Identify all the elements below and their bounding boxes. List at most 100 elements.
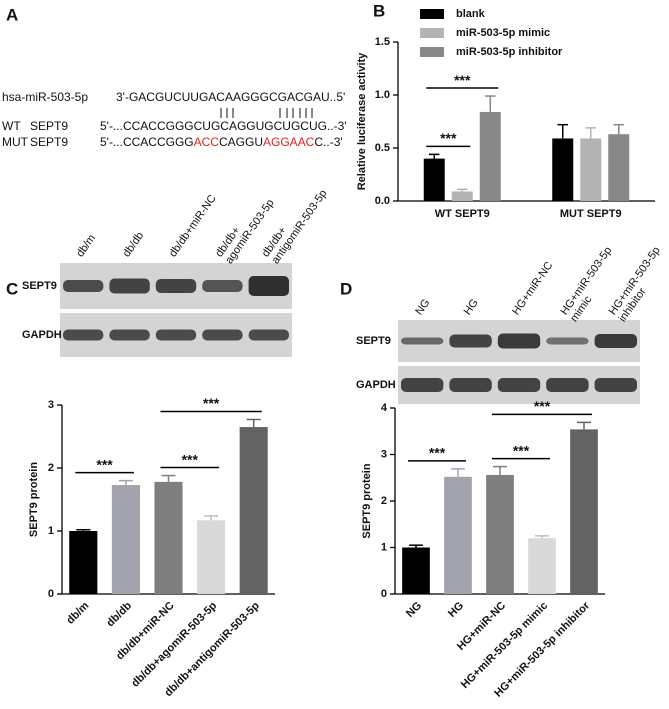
blot-band <box>401 337 444 345</box>
y-tick-label: 0.0 <box>375 195 390 207</box>
blot-row-label: GAPDH <box>356 379 396 391</box>
pairing-lines <box>220 108 313 118</box>
blot-band <box>497 333 541 349</box>
error-bar <box>451 468 465 477</box>
blot-band <box>109 329 150 341</box>
y-tick-label: 3 <box>48 399 54 411</box>
x-tick-label: HG+miR-503-5p mimic <box>459 600 550 691</box>
blot-row-label: SEPT9 <box>22 280 57 292</box>
x-tick-label: WT SEPT9 <box>435 208 490 220</box>
blot-band <box>63 329 104 341</box>
legend-swatch <box>420 9 444 19</box>
sequence-part: ACC <box>194 135 220 149</box>
y-axis-label: SEPT9 protein <box>361 463 373 538</box>
y-axis-label: SEPT9 protein <box>28 462 40 537</box>
mirna-name: hsa-miR-503-5p <box>2 90 88 104</box>
error-bar <box>535 535 549 539</box>
error-bar <box>577 421 591 430</box>
bar <box>528 538 556 594</box>
blot-band <box>449 378 492 392</box>
legend-swatch <box>420 28 444 38</box>
x-tick-label: db/m <box>64 600 91 627</box>
blot-band <box>63 280 104 292</box>
blot-band <box>594 334 637 348</box>
mut-label: MUT <box>2 135 29 149</box>
significance-label: *** <box>182 451 199 467</box>
wt-sequence: 5'-...CCACCGGGCUGCAGGUGCUGCUG..-3' <box>100 119 347 133</box>
blot-band <box>109 278 150 294</box>
bar <box>154 481 183 594</box>
x-tick-label: HG <box>446 600 466 620</box>
significance-label: *** <box>454 72 471 88</box>
blot-band <box>594 378 637 392</box>
y-tick-label: 2 <box>48 462 54 474</box>
error-bar <box>161 474 176 482</box>
significance-label: *** <box>513 442 530 458</box>
blot-lane-label: HG <box>462 297 481 317</box>
blot-row-label: SEPT9 <box>356 335 391 347</box>
bar <box>486 474 514 594</box>
error-bar <box>409 544 423 548</box>
error-bar <box>429 153 440 159</box>
significance-label: *** <box>96 456 113 472</box>
blot-lane-label: db/db <box>121 230 147 259</box>
legend-swatch <box>420 47 444 57</box>
y-axis-label: Relative luciferase activity <box>356 52 368 190</box>
bar <box>111 485 140 594</box>
blot-lane-label: NG <box>413 297 432 317</box>
wt-gene: SEPT9 <box>30 119 68 133</box>
blot-band <box>155 329 197 341</box>
y-tick-label: 1 <box>48 525 54 537</box>
bar <box>69 531 98 594</box>
bar <box>580 138 602 201</box>
blot-band <box>202 329 243 341</box>
significance-label: *** <box>440 130 457 146</box>
error-bar <box>613 123 624 135</box>
blot-row-label: GAPDH <box>22 329 62 341</box>
y-tick-label: 3 <box>381 448 387 460</box>
y-tick-label: 1.5 <box>375 36 390 48</box>
bar <box>451 191 473 201</box>
y-tick-label: 1.0 <box>375 89 390 101</box>
error-bar <box>485 95 496 112</box>
x-tick-label: db/db <box>104 599 134 629</box>
panel-label: A <box>6 5 18 24</box>
x-tick-label: NG <box>404 600 424 620</box>
error-bar <box>457 188 468 192</box>
y-tick-label: 1 <box>381 541 387 553</box>
wt-label: WT <box>2 119 21 133</box>
blot-lane-label: db/db+miR-NC <box>167 193 219 260</box>
x-tick-label: db/db+agomiR-503-5p <box>129 599 219 689</box>
sequence-part: 5'-...CCACCGGG <box>100 135 194 149</box>
significance-label: *** <box>429 445 446 461</box>
blot-band <box>546 337 589 345</box>
error-bar <box>557 123 568 139</box>
blot-band <box>248 276 289 296</box>
blot-band <box>449 334 492 348</box>
error-bar <box>246 418 261 428</box>
blot-band <box>155 279 197 293</box>
blot-lane-label: HG+miR-NC <box>510 260 555 318</box>
bar <box>608 134 630 201</box>
significance-label: *** <box>534 398 551 414</box>
error-bar <box>76 528 91 531</box>
bar <box>402 547 430 594</box>
y-tick-label: 4 <box>381 402 388 414</box>
significance-label: *** <box>203 395 220 411</box>
y-tick-label: 0 <box>381 588 387 600</box>
bar <box>423 158 445 201</box>
x-tick-label: MUT SEPT9 <box>560 208 622 220</box>
blot-band <box>202 280 243 292</box>
legend-label: miR-503-5p mimic <box>456 27 550 39</box>
sequence-part: C..-3' <box>314 135 342 149</box>
sequence-part: CAGGU <box>219 135 263 149</box>
blot-band <box>401 378 444 392</box>
blot-lane-label: db/m <box>74 232 98 259</box>
error-bar <box>493 465 507 475</box>
y-tick-label: 2 <box>381 495 387 507</box>
blot-band <box>546 378 589 392</box>
blot-band <box>248 329 289 341</box>
error-bar <box>118 479 133 486</box>
legend-label: miR-503-5p inhibitor <box>456 46 563 58</box>
mirna-sequence: 3'-GACGUCUUGACAAGGGCGACGAU..5' <box>116 90 345 104</box>
